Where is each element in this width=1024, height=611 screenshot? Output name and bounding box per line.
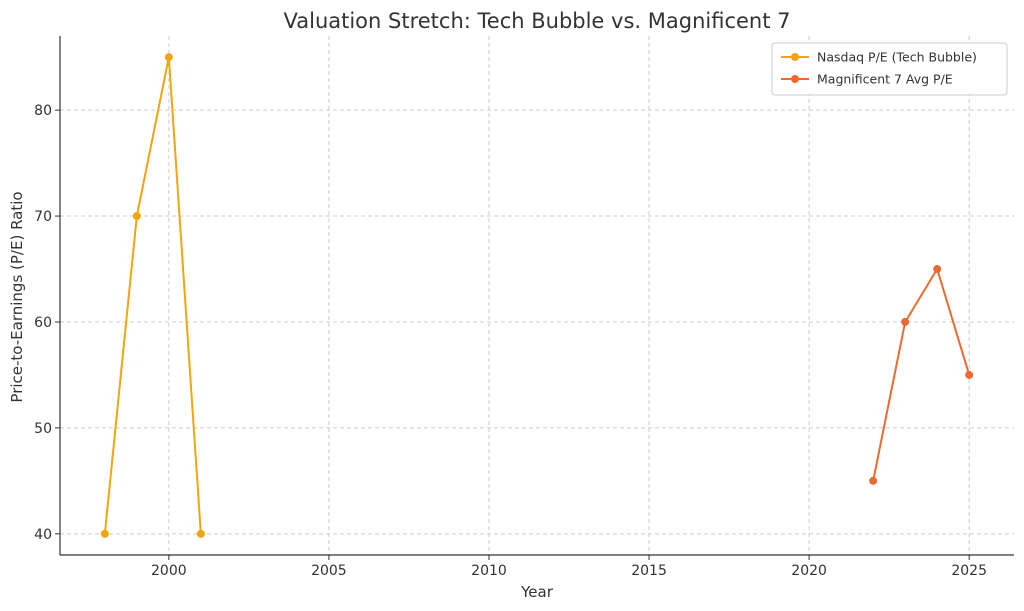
legend-marker <box>791 53 799 61</box>
data-point <box>965 370 974 379</box>
y-tick-label: 70 <box>34 209 52 225</box>
y-tick-label: 50 <box>34 421 52 437</box>
x-tick-label: 2025 <box>951 563 987 579</box>
data-point <box>164 53 173 62</box>
x-tick-label: 2020 <box>791 563 827 579</box>
legend-marker <box>791 75 799 83</box>
legend-entry-label: Magnificent 7 Avg P/E <box>817 72 953 87</box>
series-line-2 <box>872 268 971 482</box>
y-tick-label: 40 <box>34 527 52 543</box>
data-point <box>196 529 205 538</box>
x-axis-label: Year <box>520 583 554 601</box>
x-tick-label: 2005 <box>311 563 347 579</box>
legend-box <box>771 42 1008 96</box>
data-point <box>901 317 910 326</box>
chart-title: Valuation Stretch: Tech Bubble vs. Magni… <box>284 9 791 33</box>
y-tick-label: 80 <box>34 103 52 119</box>
data-point <box>869 476 878 485</box>
legend: Nasdaq P/E (Tech Bubble) Magnificent 7 Av… <box>771 42 1008 96</box>
data-point <box>132 212 141 221</box>
series <box>100 53 974 538</box>
legend-entry-label: Nasdaq P/E (Tech Bubble) <box>817 50 977 65</box>
series-line-1 <box>103 56 202 534</box>
y-axis-label: Price-to-Earnings (P/E) Ratio <box>8 191 26 402</box>
y-tick-label: 60 <box>34 315 52 331</box>
axes <box>59 36 1014 556</box>
x-tick-label: 2000 <box>151 563 187 579</box>
ticks: 2000 2005 2010 2015 2020 2025 40 50 60 70 80 <box>34 103 987 579</box>
data-point <box>100 529 109 538</box>
data-point <box>933 265 942 274</box>
grid <box>60 36 1014 555</box>
x-tick-label: 2010 <box>471 563 507 579</box>
x-tick-label: 2015 <box>631 563 667 579</box>
